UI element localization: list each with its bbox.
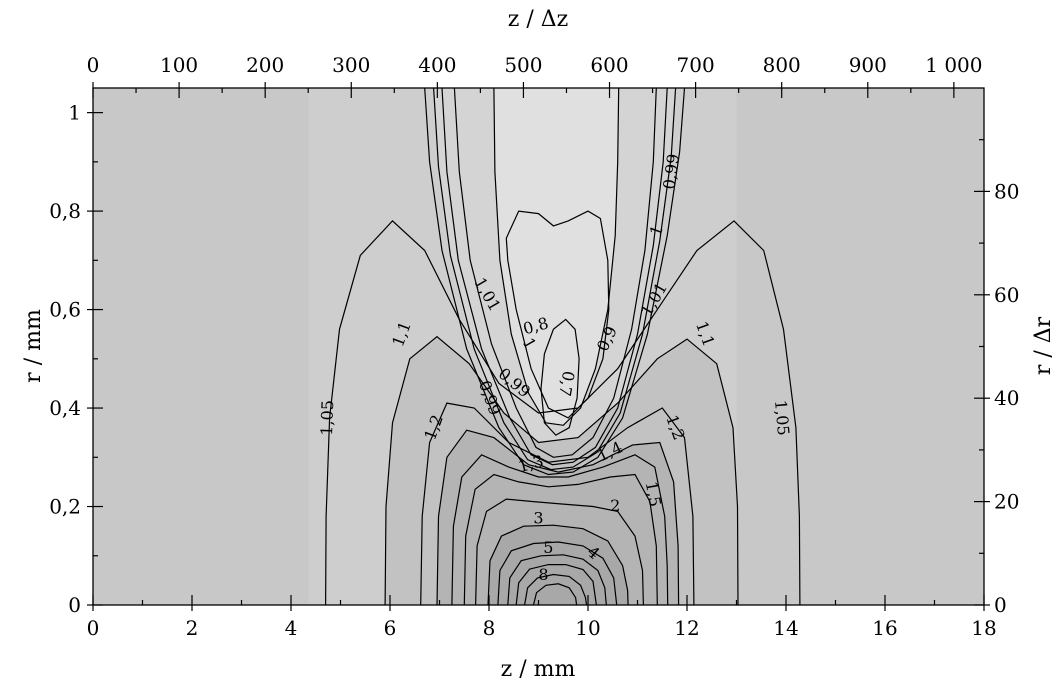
contour-line-7 xyxy=(487,524,629,605)
contour-line-13 xyxy=(424,88,686,476)
x2-tick-label-10: 1 000 xyxy=(925,53,982,77)
x-tick-label-4: 8 xyxy=(483,616,496,640)
y2-tick-label-2: 40 xyxy=(994,386,1019,410)
contour-line-1 xyxy=(384,335,739,605)
contour-line-18 xyxy=(505,210,610,419)
x2-tick-label-7: 700 xyxy=(677,53,715,77)
y2-tick-label-0: 0 xyxy=(994,593,1007,617)
x2-tick-label-0: 0 xyxy=(87,53,100,77)
contour-label-9: 2 xyxy=(610,496,620,515)
x-tick-label-2: 4 xyxy=(285,616,298,640)
x-axis-title: z / mm xyxy=(501,657,576,682)
y-tick-label-4: 0,8 xyxy=(49,199,81,223)
y2-tick-label-4: 80 xyxy=(994,179,1019,203)
y2-tick-label-3: 60 xyxy=(994,283,1019,307)
contour-label-8: 1,5 xyxy=(642,480,665,508)
contour-label-13: 8 xyxy=(538,565,548,584)
region-below-0-9 xyxy=(493,88,619,426)
x-tick-label-5: 10 xyxy=(575,616,600,640)
contour-label-17: 0,99 xyxy=(659,153,683,191)
y2-axis-title: r / Δr xyxy=(1031,316,1056,375)
x-tick-label-7: 14 xyxy=(773,616,798,640)
x-tick-label-3: 6 xyxy=(384,616,397,640)
x-tick-label-8: 16 xyxy=(872,616,897,640)
x2-tick-label-2: 200 xyxy=(246,53,284,77)
contour-line-19 xyxy=(540,318,580,436)
x2-axis-title: z / Δz xyxy=(508,7,568,32)
contour-line-17 xyxy=(493,88,620,426)
x2-tick-label-5: 500 xyxy=(504,53,542,77)
x2-tick-label-4: 400 xyxy=(418,53,456,77)
x2-tick-label-8: 800 xyxy=(763,53,801,77)
y-tick-label-3: 0,6 xyxy=(49,298,81,322)
contour-line-11 xyxy=(524,573,588,605)
contour-line-9 xyxy=(507,554,607,605)
x-tick-label-1: 2 xyxy=(186,616,199,640)
y-axis-title: r / mm xyxy=(21,309,46,383)
contour-line-0 xyxy=(325,220,801,605)
contour-line-12 xyxy=(532,583,578,605)
y-tick-label-2: 0,4 xyxy=(49,396,81,420)
y2-tick-label-1: 20 xyxy=(994,490,1019,514)
y-tick-label-0: 0 xyxy=(68,593,81,617)
x-tick-label-0: 0 xyxy=(87,616,100,640)
contour-label-12: 5 xyxy=(543,538,553,557)
contour-line-8 xyxy=(497,541,618,605)
y-tick-label-1: 0,2 xyxy=(49,495,81,519)
x-tick-label-9: 18 xyxy=(971,616,996,640)
x2-tick-label-3: 300 xyxy=(332,53,370,77)
contour-label-10: 3 xyxy=(533,508,543,527)
contour-line-14 xyxy=(433,88,677,471)
y-tick-label-5: 1 xyxy=(68,101,81,125)
x2-tick-label-1: 100 xyxy=(160,53,198,77)
contour-line-4 xyxy=(451,454,669,605)
x2-tick-label-6: 600 xyxy=(590,53,628,77)
contour-line-3 xyxy=(436,429,680,605)
contour-label-1: 1,05 xyxy=(771,399,793,436)
contour-label-22: 0,7 xyxy=(555,369,578,397)
contour-label-0: 1,05 xyxy=(317,400,337,436)
x-tick-label-6: 12 xyxy=(674,616,699,640)
contour-line-15 xyxy=(441,88,668,466)
contour-line-6 xyxy=(475,498,644,605)
contour-line-5 xyxy=(463,473,658,605)
x2-tick-label-9: 900 xyxy=(849,53,887,77)
contour-line-16 xyxy=(453,88,657,458)
contour-line-10 xyxy=(515,564,597,605)
